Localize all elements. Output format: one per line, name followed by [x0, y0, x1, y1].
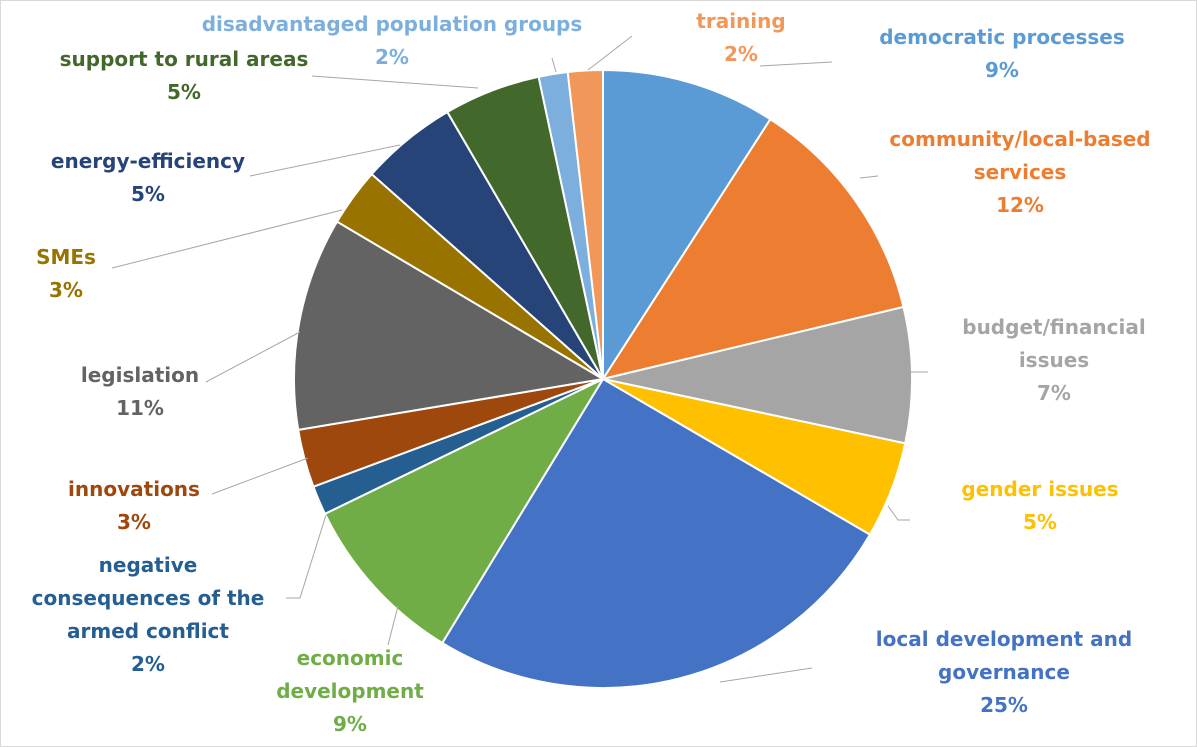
data-labels: democratic processes 9% community/local-ba…: [32, 9, 1151, 736]
data-label-text: consequences of the: [32, 586, 265, 610]
data-label-smes: SMEs 3%: [36, 245, 96, 302]
leader-line-gender-issues: [887, 505, 910, 521]
data-label-text: governance: [938, 660, 1070, 684]
pie-slice-legislation: [293, 220, 606, 432]
data-label-gender-issues: gender issues 5%: [961, 477, 1118, 534]
leader-line-negative-consequences-of-the-armed-conflict: [286, 514, 327, 599]
data-label-democratic-processes: democratic processes 9%: [879, 25, 1125, 82]
data-label-text: SMEs: [36, 245, 96, 269]
data-label-text: legislation: [81, 363, 199, 387]
data-label-disadvantaged-population-groups: disadvantaged population groups 2%: [202, 12, 583, 69]
data-label-text: training: [696, 9, 785, 33]
pie-slice-training: [566, 68, 604, 380]
data-label-value: 3%: [49, 278, 83, 302]
leader-line-support-to-rural-areas: [311, 75, 479, 89]
leader-line-economic-development: [387, 605, 399, 646]
pie-slices: [293, 68, 913, 689]
pie-slice-economic-development: [323, 376, 606, 645]
data-label-text: economic: [297, 646, 404, 670]
pie-slice-local-development-and-governance: [440, 377, 872, 689]
data-label-energy-efficiency: energy-efficiency 5%: [51, 149, 245, 206]
leader-line-democratic-processes: [759, 61, 833, 67]
leader-line-community-local-based-services: [859, 175, 879, 179]
data-label-economic-development: economic development 9%: [276, 646, 424, 736]
data-label-training: training 2%: [696, 9, 785, 66]
data-label-text: support to rural areas: [60, 47, 309, 71]
data-label-text: disadvantaged population groups: [202, 12, 583, 36]
data-label-text: negative: [99, 553, 198, 577]
leader-line-legislation: [205, 331, 301, 383]
pie-slice-budget-financial-issues: [602, 305, 913, 445]
leader-line-disadvantaged-population-groups: [551, 57, 557, 73]
data-label-value: 2%: [724, 42, 758, 66]
data-label-value: 7%: [1037, 381, 1071, 405]
data-label-value: 2%: [375, 45, 409, 69]
data-label-value: 5%: [167, 80, 201, 104]
leader-line-innovations: [211, 457, 309, 495]
data-label-legislation: legislation 11%: [81, 363, 199, 420]
data-label-support-to-rural-areas: support to rural areas 5%: [60, 47, 309, 104]
data-label-text: budget/financial: [962, 315, 1145, 339]
data-label-value: 9%: [333, 712, 367, 736]
data-label-text: community/local-based: [889, 127, 1150, 151]
leader-lines: [111, 35, 928, 683]
data-label-value: 5%: [1023, 510, 1057, 534]
data-label-text: services: [974, 160, 1067, 184]
data-label-text: development: [276, 679, 424, 703]
pie-slice-community-local-based-services: [600, 117, 905, 381]
leader-line-local-development-and-governance: [719, 667, 813, 683]
data-label-innovations: innovations 3%: [68, 477, 200, 534]
pie-slice-democratic-processes: [602, 68, 772, 383]
leader-line-training: [587, 35, 633, 71]
data-label-text: local development and: [876, 627, 1132, 651]
data-label-local-development-and-governance: local development and governance 25%: [876, 627, 1132, 717]
data-label-text: gender issues: [961, 477, 1118, 501]
data-label-value: 5%: [131, 182, 165, 206]
data-label-text: armed conflict: [67, 619, 229, 643]
data-label-value: 11%: [116, 396, 164, 420]
data-label-text: innovations: [68, 477, 200, 501]
data-label-value: 2%: [131, 652, 165, 676]
data-label-value: 25%: [980, 693, 1028, 717]
data-label-budget-financial-issues: budget/financial issues 7%: [962, 315, 1145, 405]
leader-line-energy-efficiency: [249, 144, 401, 177]
data-label-value: 9%: [985, 58, 1019, 82]
data-label-text: energy-efficiency: [51, 149, 245, 173]
data-label-community-local-based-services: community/local-based services 12%: [889, 127, 1150, 217]
data-label-text: democratic processes: [879, 25, 1125, 49]
data-label-value: 3%: [117, 510, 151, 534]
data-label-negative-consequences-of-the-armed-conflict: negative consequences of the armed conflic…: [32, 553, 265, 676]
leader-line-smes: [111, 209, 343, 269]
data-label-text: issues: [1019, 348, 1089, 372]
data-label-value: 12%: [996, 193, 1044, 217]
